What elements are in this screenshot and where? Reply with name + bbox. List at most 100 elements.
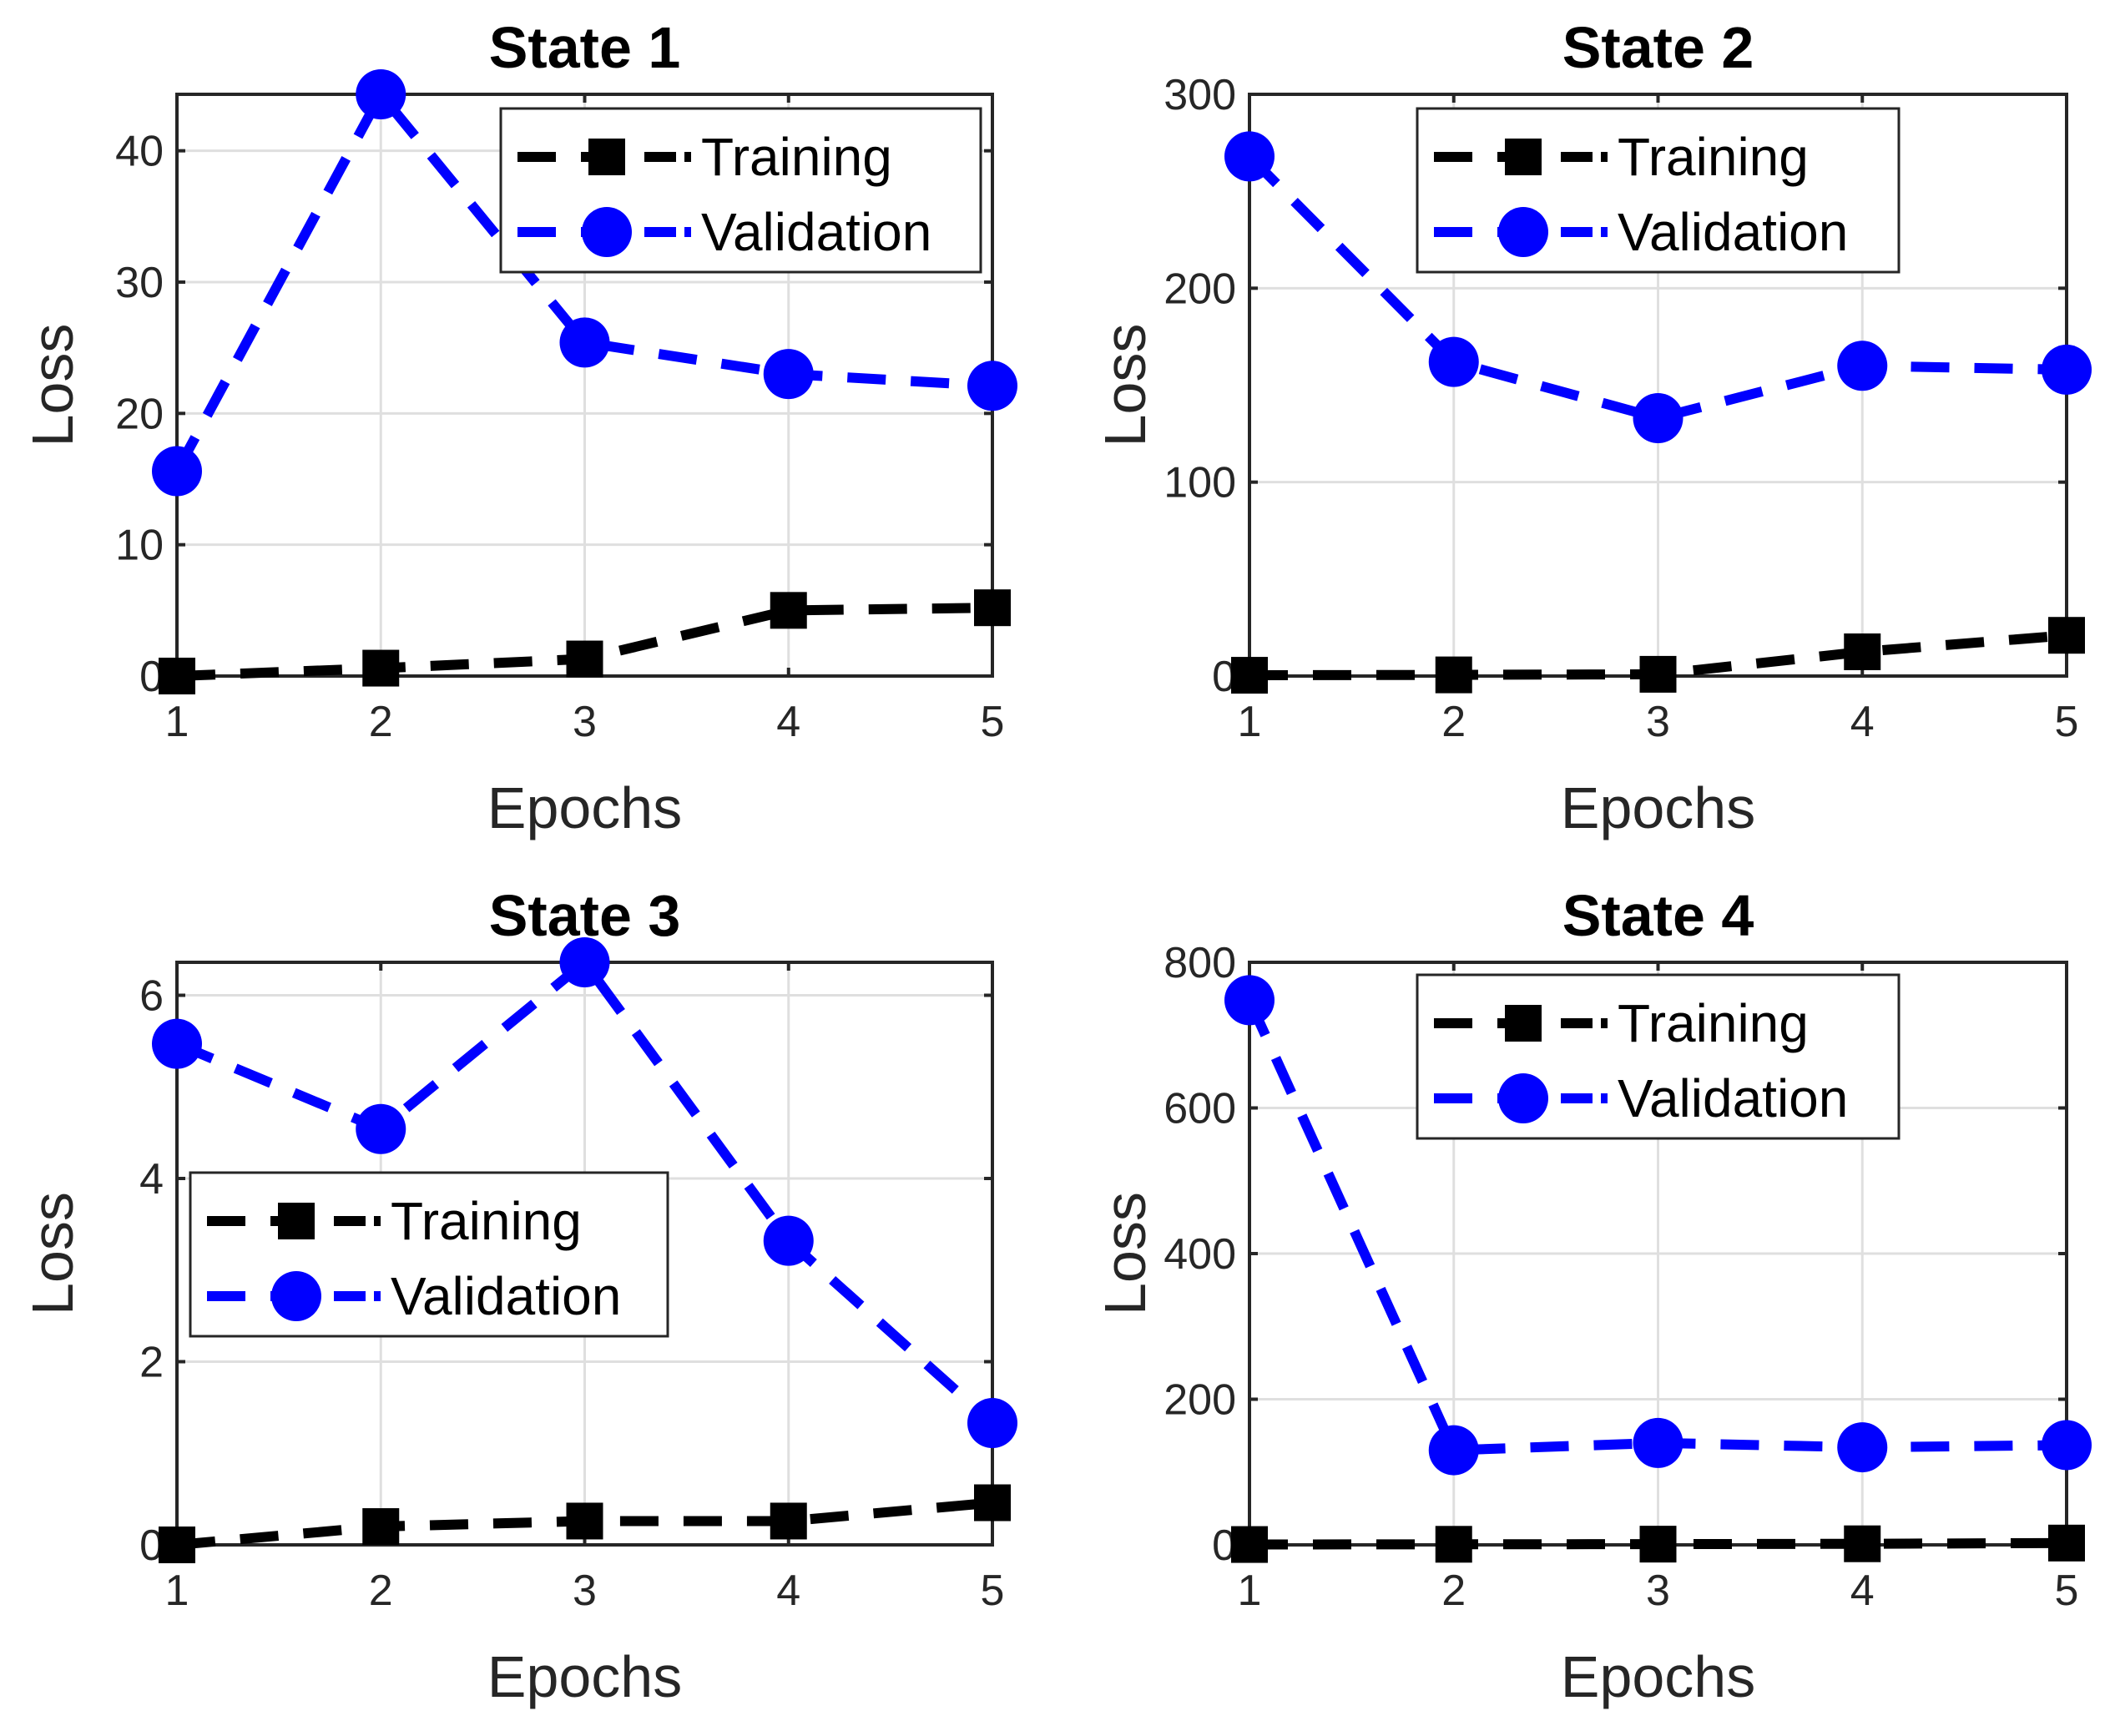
x-tick-label: 2: [1441, 698, 1466, 746]
legend-dash-validation: [1601, 1093, 1608, 1103]
data-point-validation: [356, 69, 406, 119]
y-axis-label: Loss: [1093, 324, 1158, 447]
data-point-validation: [152, 446, 202, 497]
legend-marker-validation: [1498, 207, 1548, 257]
data-point-training: [1844, 1525, 1881, 1562]
x-tick-label: 2: [369, 698, 393, 746]
data-point-validation: [2042, 1420, 2092, 1471]
data-point-validation: [1224, 131, 1275, 182]
y-tick-label: 300: [1164, 71, 1236, 119]
legend-label-training: Training: [701, 127, 892, 187]
legend-label-validation: Validation: [701, 202, 931, 262]
data-point-validation: [967, 1398, 1017, 1449]
x-axis-label: Epochs: [487, 1644, 682, 1709]
data-point-training: [566, 640, 603, 678]
data-point-training: [2048, 1524, 2085, 1562]
x-tick-label: 1: [1238, 698, 1262, 746]
legend-label-training: Training: [391, 1191, 582, 1251]
data-point-training: [362, 649, 400, 687]
data-point-validation: [559, 317, 610, 368]
data-point-validation: [152, 1018, 202, 1069]
x-tick-label: 3: [573, 698, 597, 746]
legend-dash-validation: [1601, 227, 1608, 237]
data-point-training: [974, 589, 1011, 627]
legend-dash-training: [1601, 152, 1608, 162]
x-tick-label: 4: [1850, 1567, 1875, 1615]
x-tick-label: 3: [1646, 698, 1670, 746]
data-point-training: [974, 1484, 1011, 1522]
y-tick-label: 30: [115, 259, 164, 307]
data-point-training: [1231, 1526, 1268, 1563]
series-line-validation: [1245, 153, 2067, 424]
x-tick-label: 3: [1646, 1567, 1670, 1615]
legend-label-training: Training: [1618, 127, 1809, 187]
chart-title: State 4: [1562, 883, 1754, 948]
data-point-training: [1639, 1526, 1677, 1563]
data-point-validation: [1224, 975, 1275, 1026]
data-point-training: [1231, 657, 1268, 694]
y-tick-label: 200: [1164, 265, 1236, 313]
data-point-validation: [1837, 1422, 1888, 1473]
y-tick-label: 200: [1164, 1376, 1236, 1425]
y-tick-label: 400: [1164, 1230, 1236, 1279]
x-tick-label: 4: [776, 698, 800, 746]
data-point-training: [1639, 655, 1677, 693]
x-tick-label: 1: [165, 1567, 189, 1615]
data-point-training: [1435, 1526, 1472, 1563]
data-point-training: [2048, 617, 2085, 654]
y-tick-label: 40: [115, 128, 164, 176]
data-point-training: [1844, 633, 1881, 670]
legend: Training Validation: [1416, 107, 1901, 274]
x-tick-label: 5: [981, 1567, 1005, 1615]
x-tick-label: 5: [981, 698, 1005, 746]
x-tick-label: 1: [165, 698, 189, 746]
x-tick-label: 4: [1850, 698, 1875, 746]
data-point-validation: [2042, 344, 2092, 395]
legend-label-validation: Validation: [391, 1266, 621, 1326]
legend-marker-validation: [582, 207, 632, 257]
y-tick-label: 6: [139, 972, 164, 1021]
legend-marker-training: [1505, 139, 1542, 175]
legend: Training Validation: [1416, 973, 1901, 1140]
legend-marker-validation: [271, 1271, 321, 1321]
legend-dash-training: [1601, 1018, 1608, 1028]
legend-marker-training: [1505, 1005, 1542, 1042]
x-axis-label: Epochs: [1561, 1644, 1755, 1709]
x-tick-label: 5: [2055, 698, 2079, 746]
y-tick-label: 4: [139, 1155, 164, 1204]
series-line-validation: [174, 955, 996, 1427]
chart-title: State 1: [489, 15, 681, 80]
data-point-validation: [763, 1215, 814, 1266]
data-point-validation: [1428, 1425, 1479, 1476]
series-line-validation: [172, 85, 993, 474]
legend-box: [499, 107, 982, 274]
y-tick-label: 10: [115, 522, 164, 570]
legend-label-validation: Validation: [1618, 1068, 1848, 1128]
data-point-training: [159, 1527, 195, 1563]
data-point-training: [1435, 656, 1472, 694]
y-axis-label: Loss: [20, 1192, 85, 1315]
chart-title: State 2: [1562, 15, 1754, 80]
data-point-training: [770, 1502, 807, 1540]
legend-dash-validation: [684, 227, 691, 237]
legend: Training Validation: [499, 107, 982, 274]
data-point-training: [362, 1508, 400, 1546]
legend-label-validation: Validation: [1618, 202, 1848, 262]
data-point-validation: [763, 349, 814, 400]
y-axis-label: Loss: [1093, 1192, 1158, 1315]
data-point-validation: [1428, 336, 1479, 387]
y-tick-label: 600: [1164, 1085, 1236, 1133]
x-tick-label: 2: [369, 1567, 393, 1615]
data-point-validation: [1633, 1417, 1683, 1468]
legend-box: [1416, 107, 1901, 274]
legend-box: [1416, 973, 1901, 1140]
x-tick-label: 3: [573, 1567, 597, 1615]
legend-label-training: Training: [1618, 993, 1809, 1053]
data-point-training: [566, 1502, 603, 1540]
legend-box: [189, 1171, 669, 1338]
x-axis-label: Epochs: [1561, 775, 1755, 840]
